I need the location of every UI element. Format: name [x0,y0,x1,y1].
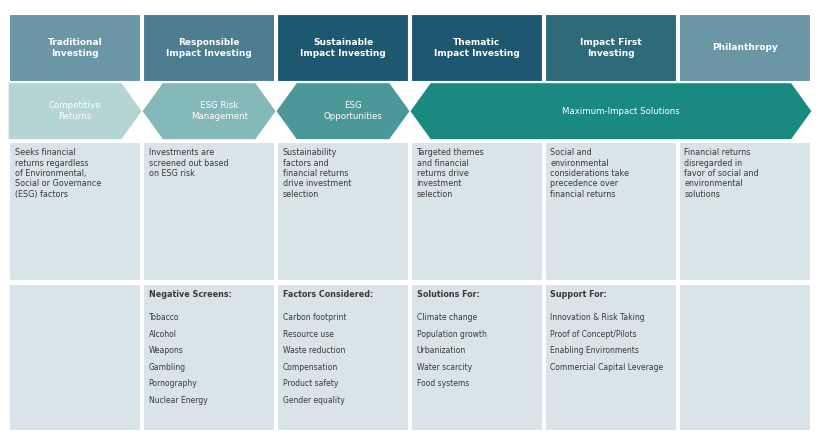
Text: Seeks financial
returns regardless
of Environmental,
Social or Governance
(ESG) : Seeks financial returns regardless of En… [15,148,101,199]
FancyBboxPatch shape [678,14,809,82]
Polygon shape [410,83,811,140]
Text: Urbanization: Urbanization [416,346,465,355]
Text: Targeted themes
and financial
returns drive
investment
selection: Targeted themes and financial returns dr… [416,148,484,199]
Text: Enabling Environments: Enabling Environments [550,346,639,355]
Text: Thematic
Impact Investing: Thematic Impact Investing [433,38,519,58]
Text: Climate change: Climate change [416,313,476,322]
Text: Sustainable
Impact Investing: Sustainable Impact Investing [300,38,386,58]
Text: Competitive
Returns: Competitive Returns [49,102,102,121]
Text: Carbon footprint: Carbon footprint [283,313,346,322]
FancyBboxPatch shape [143,284,274,431]
FancyBboxPatch shape [10,14,141,82]
Text: Water scarcity: Water scarcity [416,363,471,372]
Text: Weapons: Weapons [148,346,183,355]
FancyBboxPatch shape [277,14,408,82]
Polygon shape [8,83,142,140]
Text: ESG
Opportunities: ESG Opportunities [324,102,382,121]
Text: Commercial Capital Leverage: Commercial Capital Leverage [550,363,663,372]
Text: Food systems: Food systems [416,379,468,388]
Text: Compensation: Compensation [283,363,337,372]
FancyBboxPatch shape [277,142,408,281]
FancyBboxPatch shape [678,142,809,281]
Text: Investments are
screened out based
on ESG risk: Investments are screened out based on ES… [148,148,228,178]
Text: Gender equality: Gender equality [283,396,344,405]
Text: Gambling: Gambling [148,363,186,372]
Polygon shape [276,83,410,140]
Text: Traditional
Investing: Traditional Investing [48,38,102,58]
FancyBboxPatch shape [143,142,274,281]
Text: Philanthropy: Philanthropy [711,44,776,52]
Text: Support For:: Support For: [550,290,607,299]
FancyBboxPatch shape [545,284,676,431]
Text: Impact First
Investing: Impact First Investing [579,38,641,58]
FancyBboxPatch shape [277,284,408,431]
Text: Social and
environmental
considerations take
precedence over
financial returns: Social and environmental considerations … [550,148,629,199]
Text: Population growth: Population growth [416,330,486,339]
Text: Alcohol: Alcohol [148,330,176,339]
Text: Nuclear Energy: Nuclear Energy [148,396,207,405]
Text: Factors Considered:: Factors Considered: [283,290,373,299]
Text: Waste reduction: Waste reduction [283,346,345,355]
Text: Sustainability
factors and
financial returns
drive investment
selection: Sustainability factors and financial ret… [283,148,351,199]
Text: Proof of Concept/Pilots: Proof of Concept/Pilots [550,330,636,339]
Text: Maximum-Impact Solutions: Maximum-Impact Solutions [562,107,679,116]
Polygon shape [142,83,276,140]
Text: Pornography: Pornography [148,379,197,388]
Text: Product safety: Product safety [283,379,337,388]
Text: Innovation & Risk Taking: Innovation & Risk Taking [550,313,645,322]
Text: Tobacco: Tobacco [148,313,179,322]
Text: Solutions For:: Solutions For: [416,290,479,299]
Text: Negative Screens:: Negative Screens: [148,290,231,299]
FancyBboxPatch shape [410,284,542,431]
Text: Responsible
Impact Investing: Responsible Impact Investing [166,38,251,58]
Text: Financial returns
disregarded in
favor of social and
environmental
solutions: Financial returns disregarded in favor o… [684,148,758,199]
Text: ESG Risk
Management: ESG Risk Management [191,102,247,121]
FancyBboxPatch shape [10,284,141,431]
Text: Resource use: Resource use [283,330,333,339]
FancyBboxPatch shape [678,284,809,431]
FancyBboxPatch shape [545,14,676,82]
FancyBboxPatch shape [410,142,542,281]
FancyBboxPatch shape [410,14,542,82]
FancyBboxPatch shape [10,142,141,281]
FancyBboxPatch shape [545,142,676,281]
FancyBboxPatch shape [143,14,274,82]
